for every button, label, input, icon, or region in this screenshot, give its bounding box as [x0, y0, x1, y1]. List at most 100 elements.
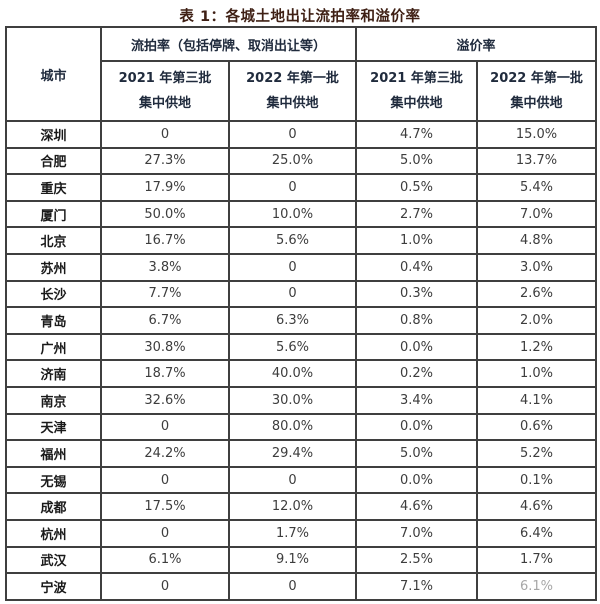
value-cell: 15.0%: [476, 120, 598, 149]
value-cell: 32.6%: [100, 385, 230, 415]
value-cell: 0.8%: [355, 306, 479, 335]
value-cell: 4.1%: [476, 385, 598, 415]
value-cell: 5.6%: [227, 226, 358, 255]
city-cell: 深圳: [5, 120, 102, 149]
value-cell: 0: [100, 120, 230, 149]
value-cell: 1.7%: [476, 545, 598, 575]
value-cell: 5.0%: [355, 439, 479, 468]
subheader-line1: 2021 年第三批: [118, 71, 212, 86]
value-cell: 5.6%: [227, 332, 358, 362]
table-row: 天津 0 80.0% 0.0% 0.6%: [5, 412, 598, 442]
value-cell: 0.2%: [355, 359, 479, 388]
value-cell: 2.0%: [476, 306, 598, 335]
value-cell: 17.9%: [100, 173, 230, 202]
value-cell: 0.5%: [355, 173, 479, 202]
value-cell: 0: [227, 465, 358, 495]
table-row: 成都 17.5% 12.0% 4.6% 4.6%: [5, 492, 598, 521]
table-row: 杭州 0 1.7% 7.0% 6.4%: [5, 518, 598, 548]
city-cell: 杭州: [5, 518, 102, 548]
value-cell: 4.6%: [355, 492, 479, 521]
value-cell: 2.5%: [355, 545, 479, 575]
table-row: 济南 18.7% 40.0% 0.2% 1.0%: [5, 359, 598, 388]
subheader-line2: 集中供地: [390, 96, 443, 111]
value-cell: 27.3%: [100, 146, 230, 176]
value-cell: 6.1%: [476, 572, 598, 601]
value-cell: 0.4%: [355, 252, 479, 282]
value-cell: 16.7%: [100, 226, 230, 255]
value-cell: 7.7%: [100, 279, 230, 309]
value-cell: 25.0%: [227, 146, 358, 176]
subheader-line1: 2022 年第一批: [490, 71, 583, 86]
value-cell: 6.7%: [100, 306, 230, 335]
value-cell: 10.0%: [227, 199, 358, 229]
table-row: 合肥 27.3% 25.0% 5.0% 13.7%: [5, 146, 598, 176]
value-cell: 12.0%: [227, 492, 358, 521]
value-cell: 1.0%: [355, 226, 479, 255]
value-cell: 30.8%: [100, 332, 230, 362]
value-cell: 0: [100, 572, 230, 601]
table-body: 深圳 0 0 4.7% 15.0% 合肥 27.3% 25.0% 5.0% 13.7% 重庆 17.9…: [5, 120, 598, 601]
value-cell: 24.2%: [100, 439, 230, 468]
city-cell: 重庆: [5, 173, 102, 202]
city-cell: 济南: [5, 359, 102, 388]
value-cell: 0: [227, 120, 358, 149]
city-cell: 武汉: [5, 545, 102, 575]
value-cell: 40.0%: [227, 359, 358, 388]
table-row: 厦门 50.0% 10.0% 2.7% 7.0%: [5, 199, 598, 229]
value-cell: 30.0%: [227, 385, 358, 415]
sub-header-row: 2021 年第三批 集中供地 2022 年第一批 集中供地 2021 年第三批 …: [6, 60, 598, 122]
value-cell: 0: [227, 252, 358, 282]
value-cell: 17.5%: [100, 492, 230, 521]
value-cell: 18.7%: [100, 359, 230, 388]
value-cell: 0: [227, 572, 358, 601]
value-cell: 0: [100, 465, 230, 495]
value-cell: 80.0%: [227, 412, 358, 442]
city-cell: 合肥: [5, 146, 102, 176]
value-cell: 1.7%: [227, 518, 358, 548]
value-cell: 6.3%: [227, 306, 358, 335]
subheader-line2: 集中供地: [510, 96, 563, 111]
value-cell: 0: [227, 279, 358, 309]
value-cell: 7.0%: [355, 518, 479, 548]
value-cell: 13.7%: [476, 146, 598, 176]
table-row: 广州 30.8% 5.6% 0.0% 1.2%: [5, 332, 598, 362]
table-row: 长沙 7.7% 0 0.3% 2.6%: [5, 279, 598, 309]
table-row: 福州 24.2% 29.4% 5.0% 5.2%: [5, 439, 598, 468]
city-cell: 广州: [5, 332, 102, 362]
value-cell: 0.1%: [476, 465, 598, 495]
city-column-header: 城市: [5, 26, 102, 122]
group-header-row: 城市 流拍率（包括停牌、取消出让等） 溢价率: [5, 26, 598, 122]
value-cell: 7.1%: [355, 572, 479, 601]
subheader-line2: 集中供地: [266, 96, 319, 111]
value-cell: 0.6%: [476, 412, 598, 442]
city-cell: 宁波: [5, 572, 102, 601]
subheader-failure-2022-batch1: 2022 年第一批 集中供地: [227, 60, 358, 122]
city-cell: 北京: [5, 226, 102, 255]
value-cell: 4.6%: [476, 492, 598, 521]
value-cell: 0: [100, 518, 230, 548]
subheader-line1: 2022 年第一批: [246, 71, 339, 86]
table-row: 深圳 0 0 4.7% 15.0%: [5, 120, 598, 149]
table-row: 南京 32.6% 30.0% 3.4% 4.1%: [5, 385, 598, 415]
table-row: 宁波 0 0 7.1% 6.1%: [5, 572, 598, 601]
value-cell: 5.0%: [355, 146, 479, 176]
value-cell: 9.1%: [227, 545, 358, 575]
city-cell: 苏州: [5, 252, 102, 282]
value-cell: 0.0%: [355, 332, 479, 362]
value-cell: 0: [227, 173, 358, 202]
value-cell: 6.1%: [100, 545, 230, 575]
value-cell: 0.3%: [355, 279, 479, 309]
subheader-premium-2022-batch1: 2022 年第一批 集中供地: [476, 60, 598, 122]
value-cell: 3.0%: [476, 252, 598, 282]
value-cell: 50.0%: [100, 199, 230, 229]
value-cell: 0.0%: [355, 412, 479, 442]
value-cell: 7.0%: [476, 199, 598, 229]
value-cell: 0.0%: [355, 465, 479, 495]
value-cell: 0: [100, 412, 230, 442]
land-auction-table: 城市 流拍率（包括停牌、取消出让等） 溢价率 2021 年第三批 集中供地 20…: [5, 26, 598, 601]
value-cell: 3.4%: [355, 385, 479, 415]
value-cell: 5.2%: [476, 439, 598, 468]
subheader-premium-2021-batch3: 2021 年第三批 集中供地: [355, 60, 479, 122]
value-cell: 2.6%: [476, 279, 598, 309]
value-cell: 4.7%: [355, 120, 479, 149]
